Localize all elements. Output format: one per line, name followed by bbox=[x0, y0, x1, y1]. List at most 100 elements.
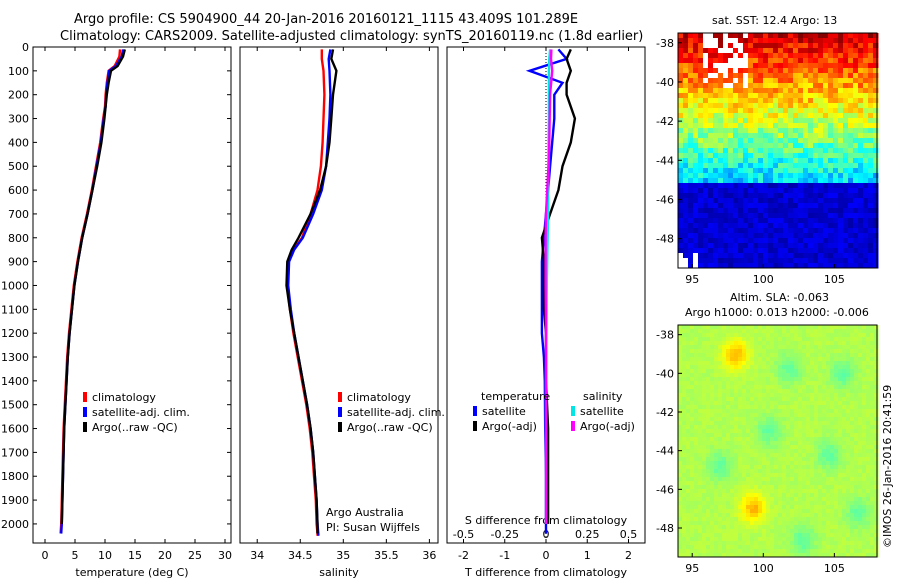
map-cell bbox=[834, 481, 839, 486]
map-cell bbox=[750, 493, 755, 498]
map-cell bbox=[853, 83, 859, 89]
map-cell bbox=[828, 98, 834, 104]
map-cell bbox=[863, 78, 869, 84]
map-cell bbox=[830, 489, 835, 494]
map-cell bbox=[693, 103, 699, 109]
map-cell bbox=[870, 517, 875, 522]
map-cell bbox=[838, 88, 844, 94]
map-cell bbox=[714, 409, 719, 414]
map-cell bbox=[758, 43, 764, 49]
map-cell bbox=[774, 421, 779, 426]
map-cell bbox=[758, 465, 763, 470]
map-cell bbox=[828, 88, 834, 94]
map-cell bbox=[850, 433, 855, 438]
map-cell bbox=[766, 349, 771, 354]
map-cell bbox=[798, 258, 804, 264]
map-cell bbox=[863, 83, 869, 89]
map-cell bbox=[806, 489, 811, 494]
map-cell bbox=[743, 233, 749, 239]
map-cell bbox=[863, 233, 869, 239]
map-cell bbox=[802, 353, 807, 358]
map-cell bbox=[748, 263, 754, 269]
map-cell bbox=[728, 153, 734, 159]
map-cell bbox=[738, 173, 744, 179]
map-cell bbox=[790, 361, 795, 366]
map-cell bbox=[858, 353, 863, 358]
map-cell bbox=[742, 349, 747, 354]
map-cell bbox=[823, 153, 829, 159]
map-cell bbox=[690, 389, 695, 394]
map-cell bbox=[748, 233, 754, 239]
map-cell bbox=[758, 38, 764, 44]
map-cell bbox=[838, 469, 843, 474]
map-cell bbox=[826, 501, 831, 506]
map-cell bbox=[838, 203, 844, 209]
map-cell bbox=[768, 53, 774, 59]
map-cell bbox=[814, 365, 819, 370]
map-cell bbox=[828, 163, 834, 169]
map-cell bbox=[866, 545, 871, 550]
map-cell bbox=[803, 103, 809, 109]
map-cell bbox=[873, 118, 879, 124]
map-cell bbox=[698, 405, 703, 410]
map-cell bbox=[854, 529, 859, 534]
map-cell bbox=[873, 58, 879, 64]
map-cell bbox=[774, 473, 779, 478]
map-cell bbox=[858, 263, 864, 269]
map-cell bbox=[708, 168, 714, 174]
map-cell bbox=[808, 188, 814, 194]
map-cell bbox=[873, 203, 879, 209]
map-cell bbox=[730, 397, 735, 402]
map-cell bbox=[754, 393, 759, 398]
map-cell bbox=[773, 193, 779, 199]
map-cell bbox=[838, 517, 843, 522]
map-cell bbox=[842, 409, 847, 414]
map-cell bbox=[688, 173, 694, 179]
map-cell bbox=[814, 405, 819, 410]
map-cell bbox=[713, 213, 719, 219]
map-cell bbox=[748, 113, 754, 119]
map-cell bbox=[758, 63, 764, 69]
map-y-tick-label: -40 bbox=[656, 367, 674, 380]
map-cell bbox=[786, 365, 791, 370]
map-cell bbox=[868, 183, 874, 189]
map-cell bbox=[786, 541, 791, 546]
map-cell bbox=[846, 553, 851, 558]
map-cell bbox=[808, 183, 814, 189]
map-cell bbox=[803, 53, 809, 59]
map-cell bbox=[842, 337, 847, 342]
map-cell bbox=[766, 329, 771, 334]
map-cell bbox=[678, 63, 684, 69]
map-cell bbox=[806, 389, 811, 394]
map-cell bbox=[738, 238, 744, 244]
map-cell bbox=[822, 349, 827, 354]
map-cell bbox=[758, 213, 764, 219]
map-cell bbox=[782, 385, 787, 390]
map-cell bbox=[826, 413, 831, 418]
map-cell bbox=[850, 521, 855, 526]
map-cell bbox=[803, 163, 809, 169]
map-cell bbox=[698, 148, 704, 154]
map-cell bbox=[733, 98, 739, 104]
map-cell bbox=[714, 389, 719, 394]
map-cell bbox=[874, 501, 879, 506]
map-cell bbox=[702, 553, 707, 558]
map-cell bbox=[694, 553, 699, 558]
map-cell bbox=[862, 485, 867, 490]
map-cell bbox=[868, 33, 874, 39]
map-cell bbox=[828, 153, 834, 159]
map-cell bbox=[703, 98, 709, 104]
map-cell bbox=[722, 549, 727, 554]
map-cell bbox=[793, 163, 799, 169]
map-cell bbox=[686, 421, 691, 426]
map-cell bbox=[762, 441, 767, 446]
map-cell bbox=[770, 465, 775, 470]
map-cell bbox=[693, 93, 699, 99]
map-cell bbox=[848, 163, 854, 169]
map-cell bbox=[698, 138, 704, 144]
map-cell bbox=[733, 173, 739, 179]
map-cell bbox=[843, 33, 849, 39]
map-cell bbox=[728, 143, 734, 149]
map-cell bbox=[678, 168, 684, 174]
map-cell bbox=[858, 381, 863, 386]
